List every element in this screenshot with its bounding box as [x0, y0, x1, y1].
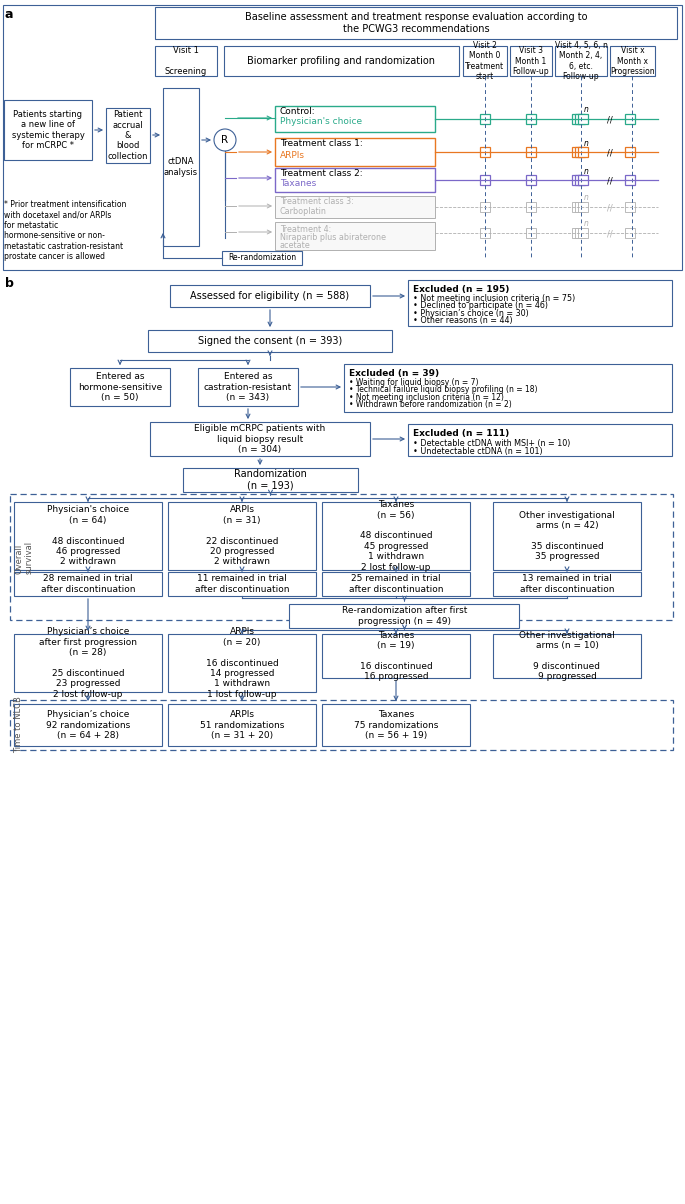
- Text: Assessed for eligibility (n = 588): Assessed for eligibility (n = 588): [190, 291, 349, 301]
- Bar: [572, 228, 582, 238]
- Bar: [183, 468, 358, 492]
- Bar: [275, 106, 435, 132]
- Text: a: a: [5, 8, 14, 20]
- Bar: [168, 572, 316, 596]
- Text: • Declined to participate (n = 46): • Declined to participate (n = 46): [413, 301, 548, 311]
- Bar: [344, 364, 672, 412]
- Bar: [493, 572, 641, 596]
- Bar: [526, 202, 536, 212]
- Text: n: n: [584, 106, 588, 114]
- Bar: [572, 147, 582, 157]
- Text: Other investigational
arms (n = 10)

9 discontinued
9 progressed: Other investigational arms (n = 10) 9 di…: [519, 631, 615, 681]
- Text: * Prior treatment intensification
with docetaxel and/or ARPIs
for metastatic
hor: * Prior treatment intensification with d…: [4, 200, 126, 261]
- Bar: [575, 114, 585, 124]
- Text: n: n: [584, 138, 588, 148]
- Bar: [578, 175, 588, 185]
- Bar: [578, 147, 588, 157]
- Bar: [578, 114, 588, 124]
- Text: Excluded (n = 111): Excluded (n = 111): [413, 429, 509, 438]
- Text: Visit 1

Screening: Visit 1 Screening: [165, 46, 207, 76]
- Bar: [625, 202, 635, 212]
- Text: Visit 3
Month 1
Follow-up: Visit 3 Month 1 Follow-up: [512, 46, 549, 76]
- Text: Other investigational
arms (n = 42)

35 discontinued
35 progressed: Other investigational arms (n = 42) 35 d…: [519, 510, 615, 561]
- Text: • Physician’s choice (n = 30): • Physician’s choice (n = 30): [413, 309, 529, 318]
- Bar: [275, 169, 435, 191]
- Bar: [150, 421, 370, 456]
- Text: Taxanes
(n = 19)

16 discontinued
16 progressed: Taxanes (n = 19) 16 discontinued 16 prog…: [360, 631, 432, 681]
- Bar: [625, 147, 635, 157]
- Text: • Waiting for liquid biopsy (n = 7): • Waiting for liquid biopsy (n = 7): [349, 378, 479, 386]
- Bar: [3, 5, 682, 270]
- Text: b: b: [5, 277, 14, 290]
- Bar: [275, 196, 435, 218]
- Text: Patient
accrual
&
blood
collection: Patient accrual & blood collection: [108, 111, 148, 161]
- Bar: [198, 368, 298, 406]
- Text: Visit 4, 5, 6, n
Month 2, 4,
6, etc.
Follow-up: Visit 4, 5, 6, n Month 2, 4, 6, etc. Fol…: [555, 41, 608, 81]
- Text: Biomarker profiling and randomization: Biomarker profiling and randomization: [247, 57, 436, 66]
- Text: Taxanes
(n = 56)

48 discontinued
45 progressed
1 withdrawn
2 lost follow-up: Taxanes (n = 56) 48 discontinued 45 prog…: [360, 501, 432, 572]
- Bar: [480, 114, 490, 124]
- Bar: [322, 635, 470, 678]
- Text: Eligible mCRPC patients with
liquid biopsy result
(n = 304): Eligible mCRPC patients with liquid biop…: [195, 424, 325, 454]
- Bar: [526, 114, 536, 124]
- Text: Treatment class 2:: Treatment class 2:: [280, 170, 362, 178]
- Bar: [480, 175, 490, 185]
- Text: Visit 2
Month 0
Treatment
start: Visit 2 Month 0 Treatment start: [465, 41, 505, 81]
- Text: • Other reasons (n = 44): • Other reasons (n = 44): [413, 317, 512, 325]
- Text: ARPIs
51 randomizations
(n = 31 + 20): ARPIs 51 randomizations (n = 31 + 20): [200, 710, 284, 740]
- Text: Taxanes
75 randomizations
(n = 56 + 19): Taxanes 75 randomizations (n = 56 + 19): [354, 710, 438, 740]
- Bar: [106, 108, 150, 163]
- Bar: [510, 46, 552, 76]
- Text: n: n: [584, 219, 588, 229]
- Bar: [578, 228, 588, 238]
- Text: ctDNA
analysis: ctDNA analysis: [164, 158, 198, 177]
- Bar: [4, 100, 92, 160]
- Text: Excluded (n = 39): Excluded (n = 39): [349, 368, 439, 378]
- Text: Randomization
(n = 193): Randomization (n = 193): [234, 470, 307, 491]
- Bar: [168, 635, 316, 692]
- Text: Physician's choice
(n = 64)

48 discontinued
46 progressed
2 withdrawn: Physician's choice (n = 64) 48 discontin…: [47, 506, 129, 567]
- Text: Taxanes: Taxanes: [280, 178, 316, 188]
- Bar: [222, 250, 302, 265]
- Bar: [480, 202, 490, 212]
- Bar: [555, 46, 607, 76]
- Text: 11 remained in trial
after discontinuation: 11 remained in trial after discontinuati…: [195, 574, 289, 594]
- Text: //: //: [607, 203, 613, 212]
- Text: • Detectable ctDNA with MSI+ (n = 10): • Detectable ctDNA with MSI+ (n = 10): [413, 439, 571, 448]
- Bar: [290, 604, 519, 628]
- Text: Carboplatin: Carboplatin: [280, 207, 327, 216]
- Text: Excluded (n = 195): Excluded (n = 195): [413, 285, 510, 294]
- Bar: [493, 502, 641, 569]
- Bar: [526, 175, 536, 185]
- Bar: [275, 138, 435, 166]
- Text: • Undetectable ctDNA (n = 101): • Undetectable ctDNA (n = 101): [413, 447, 543, 456]
- Bar: [572, 175, 582, 185]
- Bar: [575, 175, 585, 185]
- Text: • Not meeting inclusion criteria (n = 12): • Not meeting inclusion criteria (n = 12…: [349, 393, 504, 402]
- Bar: [526, 147, 536, 157]
- Bar: [463, 46, 507, 76]
- Bar: [14, 704, 162, 746]
- Bar: [572, 202, 582, 212]
- Bar: [575, 202, 585, 212]
- Bar: [224, 46, 459, 76]
- Text: Physician's choice: Physician's choice: [280, 118, 362, 126]
- Bar: [578, 202, 588, 212]
- Bar: [322, 704, 470, 746]
- Bar: [155, 46, 217, 76]
- Bar: [575, 228, 585, 238]
- Text: acetate: acetate: [280, 241, 311, 249]
- Text: Treatment class 1:: Treatment class 1:: [280, 140, 363, 148]
- Bar: [148, 330, 392, 352]
- Text: Niraparib plus abiraterone: Niraparib plus abiraterone: [280, 232, 386, 242]
- Text: Entered as
hormone-sensitive
(n = 50): Entered as hormone-sensitive (n = 50): [78, 372, 162, 402]
- Bar: [168, 502, 316, 569]
- Text: Control:: Control:: [280, 107, 316, 117]
- Text: n: n: [584, 166, 588, 176]
- Text: Physician’s choice
92 randomizations
(n = 64 + 28): Physician’s choice 92 randomizations (n …: [46, 710, 130, 740]
- Bar: [14, 635, 162, 692]
- Text: 13 remained in trial
after discontinuation: 13 remained in trial after discontinuati…: [520, 574, 614, 594]
- Bar: [625, 114, 635, 124]
- Text: Re-randomization after first
progression (n = 49): Re-randomization after first progression…: [342, 607, 467, 626]
- Bar: [322, 502, 470, 569]
